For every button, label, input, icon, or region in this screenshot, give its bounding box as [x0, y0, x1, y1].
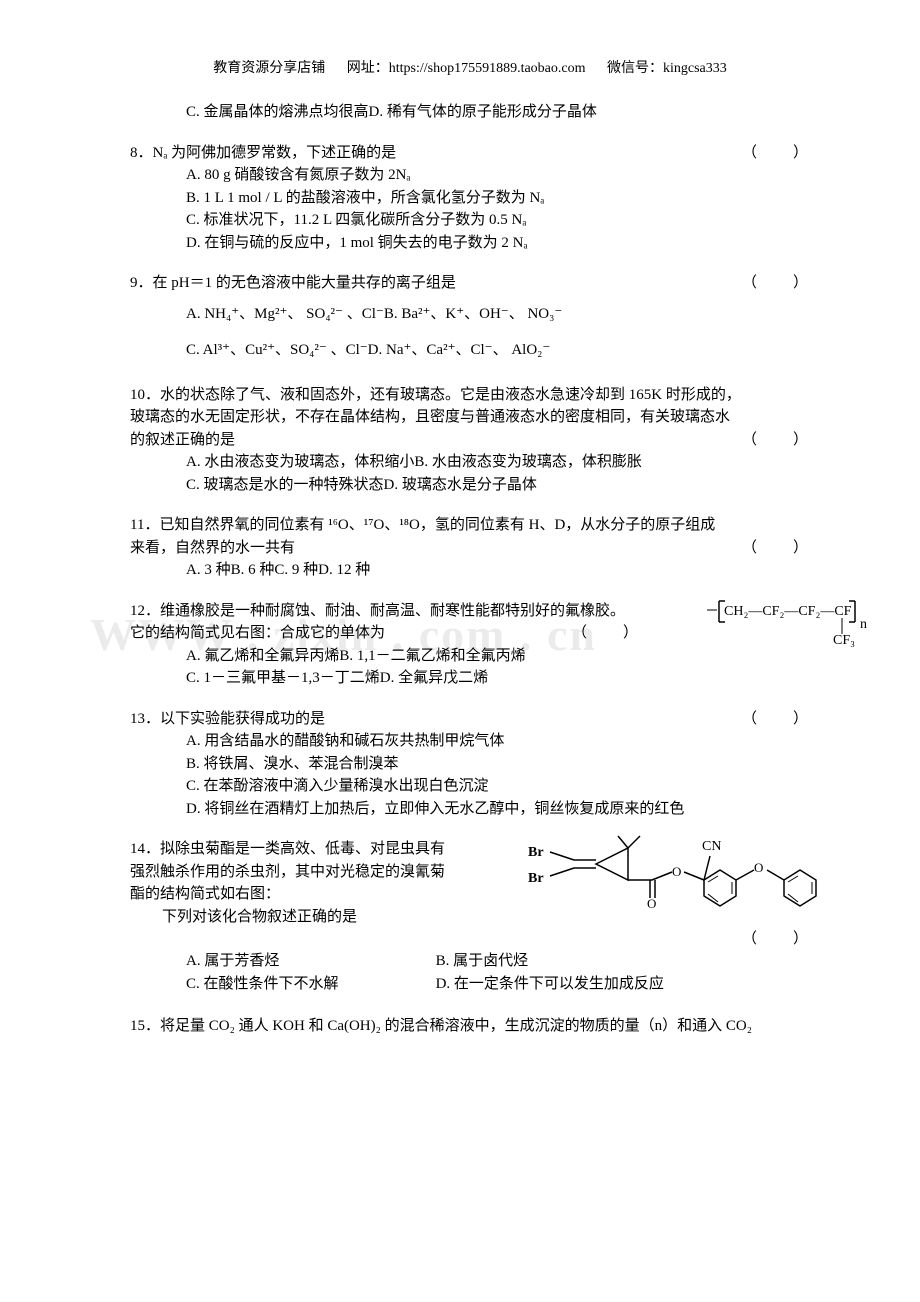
q14: 14．拟除虫菊酯是一类高效、低毒、对昆虫具有 强烈触杀作用的杀虫剂，其中对光稳定… [130, 838, 810, 995]
header-url: 网址：https://shop175591889.taobao.com [347, 61, 586, 76]
q14-cn: CN [702, 836, 721, 857]
q9-opt-b: B. Ba²⁺、K⁺、OH⁻、 NO₃⁻ [384, 303, 562, 326]
q7-options: C. 金属晶体的熔沸点均很高 D. 稀有气体的原子能形成分子晶体 [130, 101, 810, 124]
q8-stem: 8．Nₐ 为阿佛加德罗常数，下述正确的是 [130, 145, 396, 161]
q11-opt-c: C. 9 种 [274, 559, 318, 582]
q9-opt-c: C. Al³⁺、Cu²⁺、SO₄²⁻ 、Cl⁻ [186, 339, 368, 362]
q14-br1: Br [528, 842, 544, 863]
q11-stem2-row: 来看，自然界的水一共有 （ ） [130, 537, 810, 560]
q8-opt-b: B. 1 L 1 mol / L 的盐酸溶液中，所含氯化氢分子数为 Nₐ [130, 187, 810, 210]
page-header: 教育资源分享店铺 网址：https://shop175591889.taobao… [130, 58, 810, 79]
q15-stem: 15．将足量 CO₂ 通人 KOH 和 Ca(OH)₂ 的混合稀溶液中，生成沉淀… [130, 1015, 810, 1038]
q14-br2: Br [528, 868, 544, 889]
q7-opt-c: C. 金属晶体的熔沸点均很高 [186, 101, 369, 124]
q8-opt-c: C. 标准状况下，11.2 L 四氯化碳所含分子数为 0.5 Nₐ [130, 209, 810, 232]
q11: 11．已知自然界氧的同位素有 ¹⁶O、¹⁷O、¹⁸O，氢的同位素有 H、D，从水… [130, 514, 810, 582]
header-shop: 教育资源分享店铺 [213, 61, 325, 76]
q13-opt-a: A. 用含结晶水的醋酸钠和碱石灰共热制甲烷气体 [130, 730, 810, 753]
q12-blank: （ ） [572, 622, 640, 645]
q9-opt-a: A. NH₄⁺、Mg²⁺、 SO₄²⁻ 、Cl⁻ [186, 303, 384, 326]
q12-formula-main: CH₂—CF₂—CF₂—CF [724, 601, 851, 622]
q12-opt-b: B. 1,1－二氟乙烯和全氟丙烯 [339, 645, 525, 668]
q12-stem2: 它的结构简式见右图：合成它的单体为 [130, 625, 385, 641]
q15: 15．将足量 CO₂ 通人 KOH 和 Ca(OH)₂ 的混合稀溶液中，生成沉淀… [130, 1015, 810, 1038]
q14-opt-b: B. 属于卤代烃 [436, 950, 686, 973]
q10-stem3-row: 的叙述正确的是 （ ） [130, 429, 810, 452]
q10-stem1: 10．水的状态除了气、液和固态外，还有玻璃态。它是由液态水急速冷却到 165K … [130, 384, 810, 407]
q8-opt-d: D. 在铜与硫的反应中，1 mol 铜失去的电子数为 2 Nₐ [130, 232, 810, 255]
q13-opt-c: C. 在苯酚溶液中滴入少量稀溴水出现白色沉淀 [130, 775, 810, 798]
q9-blank: （ ） [742, 272, 810, 295]
q10-opt-d: D. 玻璃态水是分子晶体 [384, 474, 537, 497]
q11-opt-d: D. 12 种 [318, 559, 370, 582]
svg-text:O: O [672, 864, 681, 879]
q8: 8．Nₐ 为阿佛加德罗常数，下述正确的是 （ ） A. 80 g 硝酸铵含有氮原… [130, 142, 810, 255]
q9-opt-d: D. Na⁺、Ca²⁺、Cl⁻、 AlO₂⁻ [368, 339, 551, 362]
q14-structure-svg: O O O [520, 832, 840, 910]
q12-opt-c: C. 1－三氟甲基－1,3－丁二烯 [186, 667, 380, 690]
page: 教育资源分享店铺 网址：https://shop175591889.taobao… [0, 0, 920, 1302]
header-wechat: 微信号：kingcsa333 [607, 61, 727, 76]
q11-stem2: 来看，自然界的水一共有 [130, 540, 295, 556]
q13-stem: 13．以下实验能获得成功的是 [130, 711, 325, 727]
q12-opt-a: A. 氟乙烯和全氟异丙烯 [186, 645, 339, 668]
q12-structure-figure: CH₂—CF₂—CF₂—CF CF₃ n [705, 598, 880, 659]
q12-opt-d: D. 全氟异戊二烯 [380, 667, 488, 690]
q11-stem1: 11．已知自然界氧的同位素有 ¹⁶O、¹⁷O、¹⁸O，氢的同位素有 H、D，从水… [130, 514, 810, 537]
q13: 13．以下实验能获得成功的是 （ ） A. 用含结晶水的醋酸钠和碱石灰共热制甲烷… [130, 708, 810, 821]
q7-opt-d: D. 稀有气体的原子能形成分子晶体 [369, 101, 597, 124]
q12: 12．维通橡胶是一种耐腐蚀、耐油、耐高温、耐寒性能都特别好的氟橡胶。 它的结构简… [130, 600, 810, 690]
q10-stem3: 的叙述正确的是 [130, 432, 235, 448]
q10: 10．水的状态除了气、液和固态外，还有玻璃态。它是由液态水急速冷却到 165K … [130, 384, 810, 497]
q14-blank: （ ） [742, 928, 810, 951]
q11-opt-a: A. 3 种 [186, 559, 231, 582]
q9-stem-row: 9．在 pH＝1 的无色溶液中能大量共存的离子组是 （ ） [130, 272, 810, 295]
q10-blank: （ ） [742, 429, 810, 452]
q11-opt-b: B. 6 种 [231, 559, 275, 582]
q14-opt-d: D. 在一定条件下可以发生加成反应 [436, 973, 810, 996]
q8-blank: （ ） [742, 142, 810, 165]
q14-o-label: O [647, 896, 656, 910]
svg-text:O: O [754, 860, 763, 875]
q14-opt-a: A. 属于芳香烃 [186, 950, 436, 973]
q10-opt-a: A. 水由液态变为玻璃态，体积缩小 [186, 451, 414, 474]
q9: 9．在 pH＝1 的无色溶液中能大量共存的离子组是 （ ） A. NH₄⁺、Mg… [130, 272, 810, 362]
q14-structure-figure: O O O Br Br [520, 832, 840, 910]
q13-blank: （ ） [742, 708, 810, 731]
q8-opt-a: A. 80 g 硝酸铵含有氮原子数为 2Nₐ [130, 164, 810, 187]
q13-opt-d: D. 将铜丝在酒精灯上加热后，立即伸入无水乙醇中，铜丝恢复成原来的红色 [130, 798, 810, 821]
q10-opt-c: C. 玻璃态是水的一种特殊状态 [186, 474, 384, 497]
q10-opt-b: B. 水由液态变为玻璃态，体积膨胀 [414, 451, 642, 474]
q11-blank: （ ） [742, 537, 810, 560]
q14-opt-c: C. 在酸性条件下不水解 [186, 973, 436, 996]
q9-stem: 9．在 pH＝1 的无色溶液中能大量共存的离子组是 [130, 275, 456, 291]
q8-stem-row: 8．Nₐ 为阿佛加德罗常数，下述正确的是 （ ） [130, 142, 810, 165]
q13-opt-b: B. 将铁屑、溴水、苯混合制溴苯 [130, 753, 810, 776]
q10-stem2: 玻璃态的水无固定形状，不存在晶体结构，且密度与普通液态水的密度相同，有关玻璃态水 [130, 406, 810, 429]
q12-formula-side: CF₃ [833, 630, 855, 651]
q13-stem-row: 13．以下实验能获得成功的是 （ ） [130, 708, 810, 731]
q12-formula-n: n [860, 614, 867, 635]
